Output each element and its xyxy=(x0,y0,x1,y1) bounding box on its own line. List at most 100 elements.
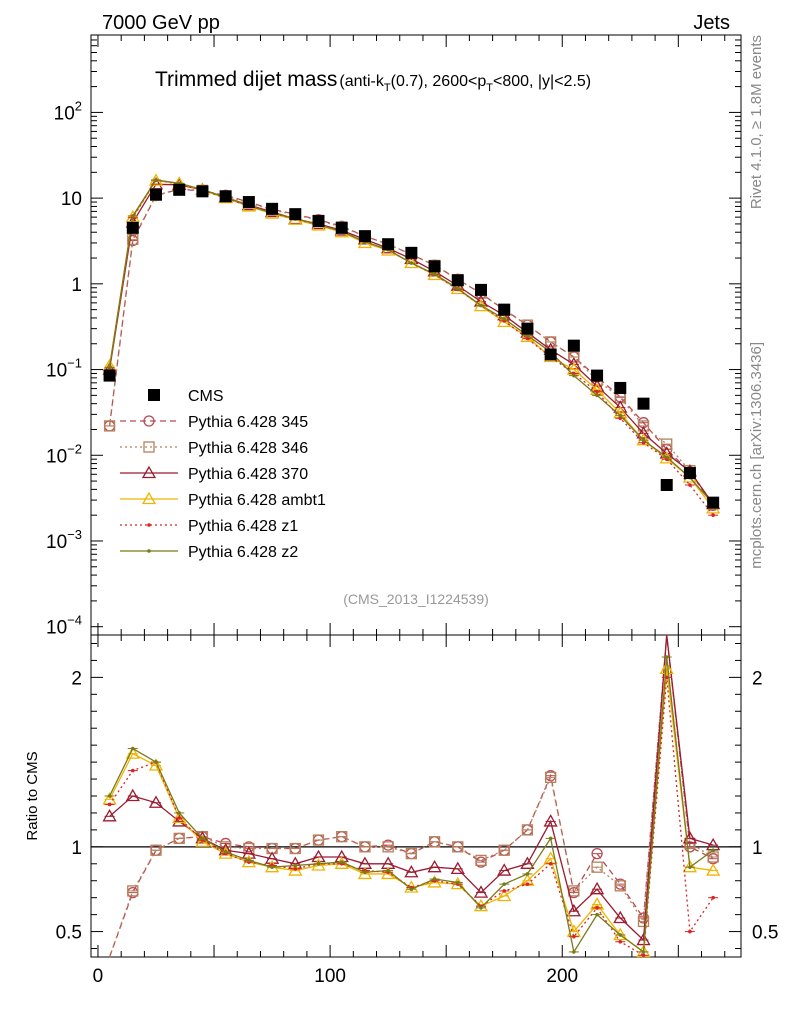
ratio-point-z2 xyxy=(548,836,553,841)
ratio-xtick-label: 0 xyxy=(93,966,104,987)
ratio-point-ambt1 xyxy=(172,810,187,824)
point-ambt1 xyxy=(404,255,419,269)
ratio-point-z2 xyxy=(688,865,692,869)
point-cms xyxy=(637,397,650,410)
ratio-point-ambt1 xyxy=(125,746,140,759)
ratio-point-370 xyxy=(520,856,535,869)
point-cms xyxy=(126,221,139,234)
point-cms xyxy=(707,496,720,509)
legend: CMS Pythia 6.428 345 Pythia 6.428 346 Pythi… xyxy=(120,388,326,561)
point-cms xyxy=(289,208,302,221)
ratio-point-z1 xyxy=(502,889,507,893)
ratio-point-z2 xyxy=(247,858,251,863)
ratio-point-ambt1 xyxy=(450,876,465,890)
ratio-point-346 xyxy=(475,854,487,867)
subtitle-b-sub: T xyxy=(486,82,493,94)
ratio-point-370 xyxy=(450,861,465,875)
ratio-point-z2 xyxy=(595,912,599,917)
point-z2 xyxy=(618,413,623,418)
point-z2 xyxy=(664,455,669,459)
ratio-point-ambt1 xyxy=(659,661,674,675)
point-z2 xyxy=(641,438,646,442)
ratio-point-z2 xyxy=(339,860,344,864)
point-cms xyxy=(103,369,116,382)
ratio-point-ambt1 xyxy=(195,834,210,847)
point-z1 xyxy=(525,336,530,341)
point-cms xyxy=(567,339,580,352)
ratio-point-346 xyxy=(359,841,371,853)
point-z1 xyxy=(711,513,715,517)
ratio-point-370 xyxy=(404,864,419,878)
ratio-line-z2 xyxy=(108,656,714,954)
ratio-point-z2 xyxy=(363,870,367,875)
line-345 xyxy=(108,188,714,506)
point-cms xyxy=(335,221,348,234)
point-cms xyxy=(614,381,627,394)
ratio-point-ambt1 xyxy=(682,859,698,873)
ratio-point-z1 xyxy=(688,929,692,934)
legend-marker-z1 xyxy=(147,523,151,527)
ratio-point-370 xyxy=(566,903,581,917)
point-cms xyxy=(451,274,464,287)
point-cms xyxy=(591,369,604,382)
main-ytick-label: 10−4 xyxy=(46,613,82,639)
main-ytick-label: 10−3 xyxy=(46,527,82,553)
point-cms xyxy=(544,348,557,361)
ratio-point-z2 xyxy=(432,877,437,881)
main-ytick-label: 10 xyxy=(61,189,82,210)
point-z2 xyxy=(107,365,112,370)
subtitle-b: (0.7), 2600<p xyxy=(391,73,487,90)
ratio-point-z1 xyxy=(572,934,576,939)
ratio-ytick-label: 2 xyxy=(71,668,82,689)
ratio-panel-frame xyxy=(90,634,742,958)
ratio-point-370 xyxy=(473,885,489,898)
ratio-xtick-label: 100 xyxy=(314,966,346,987)
ratio-point-ambt1 xyxy=(706,863,721,876)
ratio-point-z1 xyxy=(130,768,135,773)
point-346 xyxy=(661,438,673,450)
ratio-point-346 xyxy=(428,836,441,848)
ratio-point-z2 xyxy=(502,882,507,886)
ratio-point-z1 xyxy=(548,861,553,866)
main-title-text: Trimmed dijet mass xyxy=(155,68,337,91)
legend-marker-cms xyxy=(148,389,160,401)
main-ticks: 10−4 10−3 10−2 10−1 1 10 102 xyxy=(46,34,741,639)
ratio-line-ambt1 xyxy=(108,668,714,954)
ratio-line-345 xyxy=(108,634,714,958)
ratio-point-z1 xyxy=(293,867,298,871)
point-cms xyxy=(312,215,325,228)
ratio-point-346 xyxy=(312,834,325,846)
ratio-point-z2 xyxy=(293,863,298,868)
rivet-label: Rivet 4.1.0, ≥ 1.8M events xyxy=(748,35,765,209)
point-z2 xyxy=(409,261,414,265)
point-cms xyxy=(683,467,696,480)
main-ytick-label: 10−2 xyxy=(46,441,82,467)
ratio-point-346 xyxy=(336,831,348,843)
ratio-point-z2 xyxy=(641,950,646,954)
legend-label: Pythia 6.428 346 xyxy=(188,440,308,457)
legend-marker-346 xyxy=(143,441,155,453)
ratio-point-346 xyxy=(614,880,626,892)
ratio-point-370 xyxy=(543,814,558,827)
ratio-point-z2 xyxy=(130,746,135,751)
ratio-panel: 0.5 0.5 1 1 2 2 0 100 200 Ratio to CMS xyxy=(24,634,778,987)
point-z2 xyxy=(595,393,599,398)
legend-label: Pythia 6.428 z2 xyxy=(188,544,298,561)
point-cms xyxy=(266,202,279,215)
ratio-ytick-label: 1 xyxy=(71,838,82,859)
ratio-point-z2 xyxy=(711,848,715,853)
ratio-point-370 xyxy=(195,831,210,844)
line-z1 xyxy=(108,179,714,516)
ratio-xtick-label: 200 xyxy=(546,966,578,987)
ratio-point-z2 xyxy=(525,872,530,876)
ratio-point-346 xyxy=(382,841,394,853)
ratio-ticks: 0.5 0.5 1 1 2 2 0 100 200 xyxy=(56,635,778,987)
point-346 xyxy=(544,336,557,348)
ratio-point-z2 xyxy=(154,760,158,764)
ratio-line-z1 xyxy=(109,677,714,957)
ratio-point-370 xyxy=(148,795,164,808)
point-z2 xyxy=(455,286,460,291)
ratio-point-z1 xyxy=(595,906,599,910)
point-cms xyxy=(358,230,371,243)
